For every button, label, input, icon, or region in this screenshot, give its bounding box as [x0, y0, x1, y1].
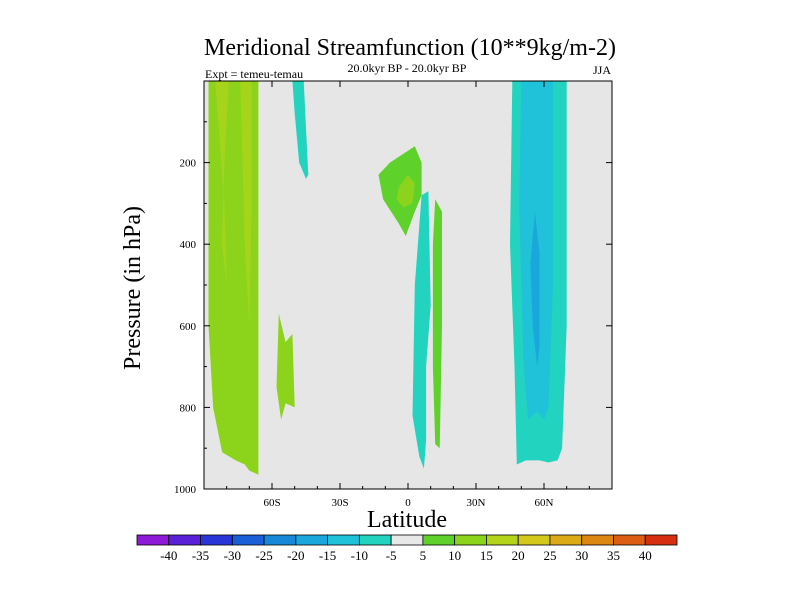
- colorbar: -40 -35 -30 -25 -20 -15 -10 -5 5 10 15 20 25 30 35 40: [136, 534, 678, 563]
- y-tick-label: 400: [180, 239, 197, 251]
- colorbar-swatch: [168, 534, 201, 546]
- colorbar-swatch: [295, 534, 328, 546]
- colorbar-swatch: [549, 534, 583, 546]
- y-tick-label: 800: [180, 402, 197, 414]
- colorbar-swatch: [422, 534, 456, 546]
- x-axis: 60S 30S 0 30N 60N: [203, 81, 613, 509]
- colorbar-label: 25: [543, 548, 556, 563]
- colorbar-swatch: [613, 534, 646, 546]
- colorbar-label: -15: [319, 548, 336, 563]
- colorbar-label: 30: [575, 548, 588, 563]
- contour-regions: [208, 81, 567, 475]
- x-tick-label: 0: [405, 497, 411, 509]
- colorbar-swatch: [263, 534, 297, 546]
- x-tick-label: 30N: [467, 497, 486, 509]
- colorbar-label: 35: [607, 548, 620, 563]
- colorbar-label: -40: [160, 548, 177, 563]
- experiment-label: Expt = temeu-temau: [205, 67, 303, 81]
- colorbar-swatch: [358, 534, 392, 546]
- colorbar-swatch: [486, 534, 519, 546]
- colorbar-label: -20: [287, 548, 304, 563]
- x-tick-label: 60N: [535, 497, 554, 509]
- colorbar-label: 40: [639, 548, 652, 563]
- y-tick-label: 1000: [174, 484, 197, 496]
- contour-region-tropical-positive-core: [396, 174, 415, 208]
- colorbar-swatch: [644, 534, 678, 546]
- y-tick-label: 200: [180, 158, 197, 170]
- colorbar-swatch: [581, 534, 614, 546]
- colorbar-label: -25: [255, 548, 272, 563]
- colorbar-label: 10: [448, 548, 461, 563]
- contour-region-sh-positive-lobe: [276, 313, 295, 420]
- contour-region-sh-positive-core: [215, 81, 229, 285]
- contour-region-equatorial-positive: [432, 199, 442, 449]
- colorbar-swatch: [231, 534, 265, 546]
- y-axis-label: Pressure (in hPa): [120, 206, 146, 370]
- colorbar-label: -35: [192, 548, 209, 563]
- colorbar-swatch: [200, 534, 233, 546]
- contour-region-nh-negative-inner: [530, 211, 540, 367]
- x-axis-label: Latitude: [367, 507, 447, 533]
- plot-area: [203, 80, 613, 490]
- y-axis: 200 400 600 800 1000: [174, 121, 612, 496]
- x-tick-label: 60S: [263, 497, 280, 509]
- colorbar-swatch: [454, 534, 487, 546]
- colorbar-swatch: [390, 534, 424, 546]
- season-label: JJA: [593, 63, 611, 77]
- contour-region-sh-midlat-negative: [292, 81, 309, 179]
- chart-title: Meridional Streamfunction (10**9kg/m-2): [204, 35, 616, 61]
- colorbar-swatch: [136, 534, 170, 546]
- contour-region-sh-positive-core-2: [240, 81, 252, 326]
- colorbar-swatch: [517, 534, 551, 546]
- colorbar-label: -30: [224, 548, 241, 563]
- contour-region-equatorial-negative: [412, 191, 431, 469]
- colorbar-label: -10: [351, 548, 368, 563]
- y-tick-label: 600: [180, 321, 197, 333]
- colorbar-label: 5: [420, 548, 427, 563]
- chart-subtitle: 20.0kyr BP - 20.0kyr BP: [348, 61, 467, 75]
- colorbar-swatch: [327, 534, 360, 546]
- x-tick-label: 30S: [331, 497, 348, 509]
- colorbar-label: -5: [386, 548, 397, 563]
- colorbar-label: 15: [480, 548, 493, 563]
- colorbar-label: 20: [512, 548, 525, 563]
